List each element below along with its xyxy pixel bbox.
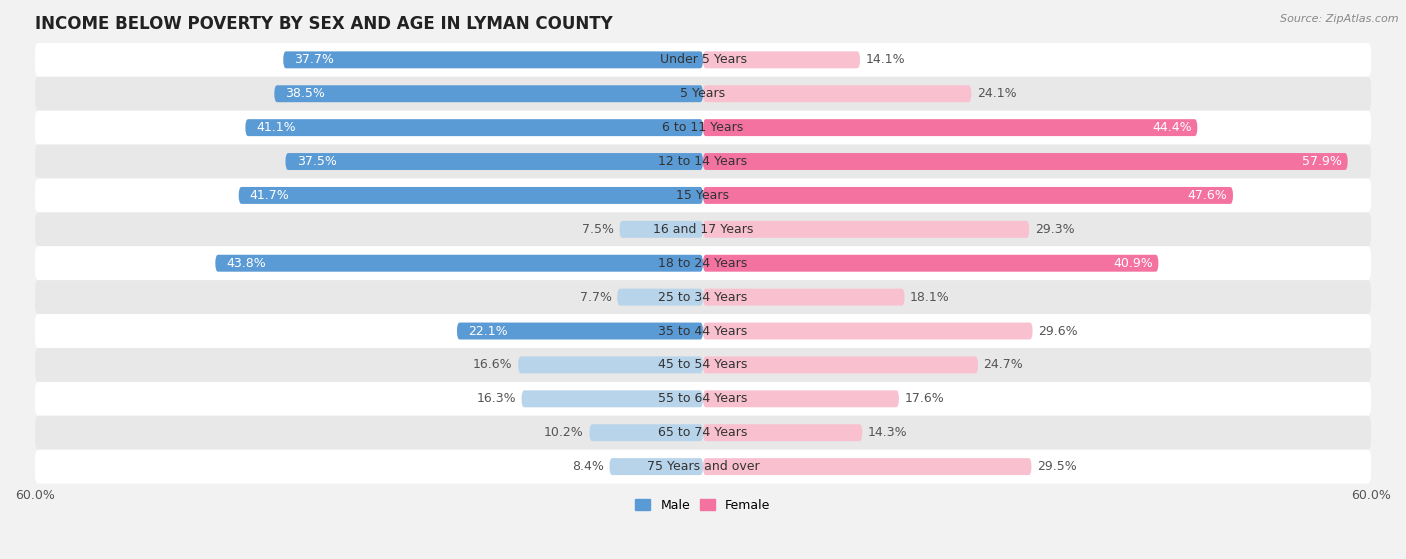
Text: 16.3%: 16.3% xyxy=(477,392,516,405)
FancyBboxPatch shape xyxy=(35,348,1371,382)
FancyBboxPatch shape xyxy=(35,416,1371,449)
Text: 41.1%: 41.1% xyxy=(256,121,297,134)
Text: 22.1%: 22.1% xyxy=(468,325,508,338)
FancyBboxPatch shape xyxy=(703,221,1029,238)
Text: 6 to 11 Years: 6 to 11 Years xyxy=(662,121,744,134)
FancyBboxPatch shape xyxy=(283,51,703,68)
FancyBboxPatch shape xyxy=(703,323,1032,339)
Text: 18 to 24 Years: 18 to 24 Years xyxy=(658,257,748,270)
FancyBboxPatch shape xyxy=(703,187,1233,204)
Text: 55 to 64 Years: 55 to 64 Years xyxy=(658,392,748,405)
Text: 75 Years and over: 75 Years and over xyxy=(647,460,759,473)
Text: 7.7%: 7.7% xyxy=(579,291,612,304)
FancyBboxPatch shape xyxy=(35,247,1371,280)
FancyBboxPatch shape xyxy=(35,280,1371,314)
Text: 37.7%: 37.7% xyxy=(294,53,335,67)
FancyBboxPatch shape xyxy=(519,357,703,373)
Text: 43.8%: 43.8% xyxy=(226,257,266,270)
Text: 25 to 34 Years: 25 to 34 Years xyxy=(658,291,748,304)
FancyBboxPatch shape xyxy=(35,449,1371,484)
Text: Source: ZipAtlas.com: Source: ZipAtlas.com xyxy=(1281,14,1399,24)
FancyBboxPatch shape xyxy=(35,145,1371,178)
FancyBboxPatch shape xyxy=(522,390,703,408)
Text: 18.1%: 18.1% xyxy=(910,291,950,304)
FancyBboxPatch shape xyxy=(457,323,703,339)
Text: 65 to 74 Years: 65 to 74 Years xyxy=(658,426,748,439)
FancyBboxPatch shape xyxy=(35,77,1371,111)
Text: 7.5%: 7.5% xyxy=(582,223,614,236)
Text: INCOME BELOW POVERTY BY SEX AND AGE IN LYMAN COUNTY: INCOME BELOW POVERTY BY SEX AND AGE IN L… xyxy=(35,15,613,33)
Text: 16.6%: 16.6% xyxy=(472,358,513,371)
Text: 57.9%: 57.9% xyxy=(1302,155,1343,168)
FancyBboxPatch shape xyxy=(285,153,703,170)
Text: 5 Years: 5 Years xyxy=(681,87,725,100)
Text: 14.1%: 14.1% xyxy=(866,53,905,67)
FancyBboxPatch shape xyxy=(617,288,703,306)
FancyBboxPatch shape xyxy=(609,458,703,475)
FancyBboxPatch shape xyxy=(703,424,862,441)
FancyBboxPatch shape xyxy=(703,119,1198,136)
Text: 12 to 14 Years: 12 to 14 Years xyxy=(658,155,748,168)
Text: 44.4%: 44.4% xyxy=(1152,121,1192,134)
FancyBboxPatch shape xyxy=(620,221,703,238)
Text: 29.3%: 29.3% xyxy=(1035,223,1074,236)
FancyBboxPatch shape xyxy=(703,357,979,373)
Text: 17.6%: 17.6% xyxy=(904,392,945,405)
FancyBboxPatch shape xyxy=(703,153,1348,170)
Text: 16 and 17 Years: 16 and 17 Years xyxy=(652,223,754,236)
FancyBboxPatch shape xyxy=(35,43,1371,77)
FancyBboxPatch shape xyxy=(239,187,703,204)
FancyBboxPatch shape xyxy=(274,86,703,102)
Text: 37.5%: 37.5% xyxy=(297,155,336,168)
Text: 15 Years: 15 Years xyxy=(676,189,730,202)
Legend: Male, Female: Male, Female xyxy=(630,494,776,517)
FancyBboxPatch shape xyxy=(703,51,860,68)
FancyBboxPatch shape xyxy=(215,255,703,272)
FancyBboxPatch shape xyxy=(35,212,1371,247)
FancyBboxPatch shape xyxy=(246,119,703,136)
Text: 35 to 44 Years: 35 to 44 Years xyxy=(658,325,748,338)
FancyBboxPatch shape xyxy=(589,424,703,441)
Text: 41.7%: 41.7% xyxy=(250,189,290,202)
Text: 10.2%: 10.2% xyxy=(544,426,583,439)
FancyBboxPatch shape xyxy=(703,86,972,102)
Text: 40.9%: 40.9% xyxy=(1114,257,1153,270)
Text: 24.7%: 24.7% xyxy=(984,358,1024,371)
FancyBboxPatch shape xyxy=(703,288,904,306)
FancyBboxPatch shape xyxy=(703,255,1159,272)
Text: 14.3%: 14.3% xyxy=(868,426,907,439)
FancyBboxPatch shape xyxy=(703,458,1032,475)
Text: 8.4%: 8.4% xyxy=(572,460,605,473)
Text: 29.6%: 29.6% xyxy=(1038,325,1078,338)
Text: 38.5%: 38.5% xyxy=(285,87,325,100)
FancyBboxPatch shape xyxy=(35,178,1371,212)
Text: 47.6%: 47.6% xyxy=(1188,189,1227,202)
Text: Under 5 Years: Under 5 Years xyxy=(659,53,747,67)
FancyBboxPatch shape xyxy=(35,382,1371,416)
Text: 29.5%: 29.5% xyxy=(1038,460,1077,473)
FancyBboxPatch shape xyxy=(35,111,1371,145)
FancyBboxPatch shape xyxy=(703,390,898,408)
Text: 24.1%: 24.1% xyxy=(977,87,1017,100)
Text: 45 to 54 Years: 45 to 54 Years xyxy=(658,358,748,371)
FancyBboxPatch shape xyxy=(35,314,1371,348)
